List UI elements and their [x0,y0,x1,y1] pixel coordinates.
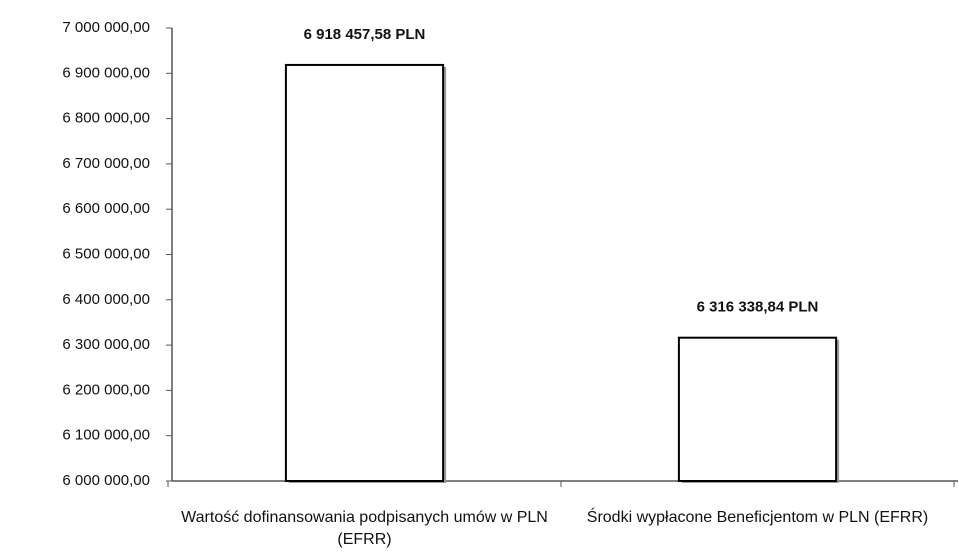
y-tick-label: 6 400 000,00 [62,291,150,308]
value-label: 6 918 457,58 PLN [304,26,426,43]
y-tick-label: 6 000 000,00 [62,472,150,489]
x-tick-label: Wartość dofinansowania podpisanych umów … [181,509,548,548]
y-tick-label: 6 900 000,00 [62,64,150,81]
y-tick-label: 6 800 000,00 [62,110,150,127]
x-tick-label: Środki wypłacone Beneficjentom w PLN (EF… [586,509,929,526]
y-tick-label: 6 600 000,00 [62,200,150,217]
y-tick-label: 6 500 000,00 [62,245,150,262]
bar [284,63,445,482]
y-tick-label: 7 000 000,00 [62,19,150,36]
value-label: 6 316 338,84 PLN [697,299,819,316]
y-tick-label: 6 700 000,00 [62,155,150,172]
y-tick-label: 6 300 000,00 [62,336,150,353]
bar [677,336,838,483]
y-tick-label: 6 100 000,00 [62,427,150,444]
y-tick-label: 6 200 000,00 [62,381,150,398]
